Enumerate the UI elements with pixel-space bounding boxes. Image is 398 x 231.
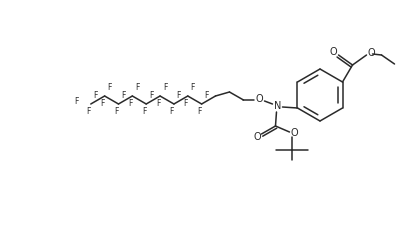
Text: F: F — [191, 83, 195, 92]
Text: F: F — [177, 91, 181, 100]
Text: F: F — [156, 98, 160, 107]
Text: O: O — [330, 47, 338, 57]
Text: O: O — [291, 128, 298, 138]
Text: F: F — [128, 98, 133, 107]
Text: F: F — [121, 91, 126, 100]
Text: N: N — [274, 101, 281, 111]
Text: F: F — [142, 106, 146, 116]
Text: F: F — [94, 91, 98, 100]
Text: F: F — [149, 91, 153, 100]
Text: O: O — [368, 48, 375, 58]
Text: F: F — [74, 97, 79, 106]
Text: F: F — [87, 106, 91, 116]
Text: F: F — [114, 106, 119, 116]
Text: O: O — [256, 94, 263, 104]
Text: O: O — [254, 132, 261, 142]
Text: F: F — [183, 98, 188, 107]
Text: F: F — [107, 83, 112, 92]
Text: F: F — [135, 83, 140, 92]
Text: F: F — [163, 83, 167, 92]
Text: F: F — [170, 106, 174, 116]
Text: F: F — [205, 91, 209, 100]
Text: F: F — [100, 98, 105, 107]
Text: F: F — [197, 106, 202, 116]
